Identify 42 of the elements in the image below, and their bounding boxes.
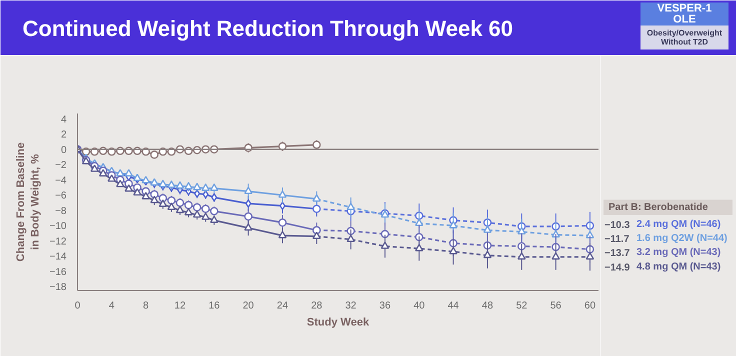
x-tick-label: 0 [74, 300, 81, 312]
x-tick-label: 40 [414, 300, 426, 312]
x-tick-label: 48 [482, 300, 494, 312]
x-tick-label: 4 [108, 300, 115, 312]
text: −10.3 [604, 220, 630, 232]
x-axis-title: Study Week [306, 316, 370, 328]
y-tick-label: −16 [50, 266, 67, 278]
x-tick-label: 36 [379, 300, 391, 312]
x-tick-label: 28 [311, 300, 323, 312]
legend-title: Part B: Berobenatide [608, 202, 708, 213]
text: 4.8 mg QM (N=43) [636, 261, 721, 272]
x-tick-label: 44 [448, 300, 460, 312]
x-tick-label: 56 [550, 300, 562, 312]
y-tick-label: −10 [50, 221, 67, 232]
y-tick-label: −4 [55, 175, 67, 186]
x-tick-label: 20 [242, 300, 254, 312]
y-tick-label: −14 [50, 252, 67, 263]
y-tick-label: −18 [50, 282, 67, 294]
text: −11.7 [604, 234, 630, 246]
text: 2.4 mg QM (N=46) [636, 219, 721, 230]
chart-title: Continued Weight Reduction Through Week 60 [22, 16, 514, 41]
y-tick-label: −6 [55, 190, 67, 202]
x-tick-label: 32 [345, 300, 357, 312]
text: 3.2 mg QM (N=43) [636, 247, 721, 258]
x-tick-label: 24 [276, 300, 288, 312]
text: Obesity/Overweight Without T2D [646, 28, 722, 46]
x-tick-label: 52 [516, 300, 528, 312]
text: −13.7 [604, 248, 630, 260]
text: 1.6 mg Q2W (N=44) [636, 233, 728, 244]
x-tick-label: 60 [584, 300, 596, 312]
x-tick-label: 16 [208, 300, 220, 312]
y-tick-label: −2 [55, 160, 67, 172]
y-tick-label: 0 [60, 144, 67, 156]
x-tick-label: 12 [174, 300, 186, 312]
y-tick-label: −12 [50, 236, 67, 248]
y-tick-label: 4 [60, 114, 67, 126]
text: −14.9 [604, 262, 630, 274]
y-axis-title: Change From Baseline in Body Weight, % [15, 142, 42, 262]
text: VESPER-1 OLE [657, 2, 712, 26]
x-tick-label: 8 [143, 300, 150, 312]
y-tick-label: 2 [60, 130, 67, 141]
y-tick-label: −8 [55, 206, 67, 217]
